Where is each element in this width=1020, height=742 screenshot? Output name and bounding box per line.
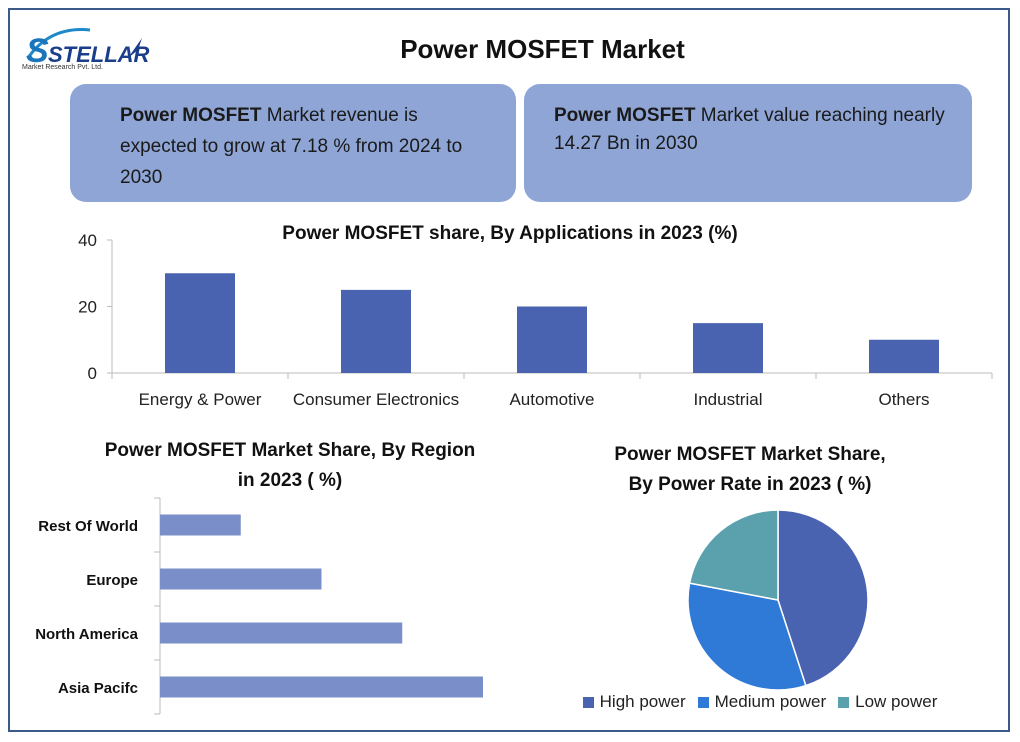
- bar: [160, 676, 483, 698]
- y-tick-label: 0: [88, 364, 97, 383]
- power-rate-pie-chart: [687, 509, 869, 691]
- bar: [517, 306, 587, 373]
- box-bold-text: Power MOSFET: [554, 105, 696, 126]
- bar: [341, 289, 411, 373]
- legend-item: Medium power: [697, 692, 827, 712]
- box-text: Market revenue is expected to grow at 7.…: [120, 105, 463, 188]
- bar: [165, 273, 235, 373]
- infographic-frame: [8, 8, 1010, 732]
- y-tick-label: 20: [78, 298, 97, 317]
- category-label: North America: [35, 626, 138, 643]
- category-label: Rest Of World: [38, 518, 138, 535]
- power-rate-chart-title: Power MOSFET Market Share, By Power Rate…: [560, 440, 940, 500]
- bar: [160, 568, 322, 590]
- pie-slice: [687, 582, 807, 691]
- bar: [160, 622, 403, 644]
- revenue-growth-box: Power MOSFET Market revenue is expected …: [70, 84, 516, 202]
- bar: [160, 514, 241, 536]
- legend-label: High power: [599, 692, 686, 711]
- category-label: Others: [878, 390, 929, 409]
- page-title: Power MOSFET Market: [400, 34, 685, 64]
- legend-item: Low power: [838, 692, 937, 712]
- svg-text:S: S: [26, 32, 49, 70]
- applications-chart-title: Power MOSFET share, By Applications in 2…: [282, 223, 738, 244]
- category-label: Consumer Electronics: [293, 390, 459, 409]
- legend-label: Medium power: [714, 692, 827, 711]
- region-chart-title: Power MOSFET Market Share, By Region in …: [70, 436, 510, 496]
- bar: [693, 323, 763, 373]
- legend-swatch: [697, 696, 709, 708]
- box-text: Market value reaching nearly 14.27 Bn in…: [554, 105, 945, 154]
- legend-swatch: [838, 696, 850, 708]
- category-label: Automotive: [509, 390, 594, 409]
- market-value-box: Power MOSFET Market value reaching nearl…: [524, 84, 972, 202]
- logo-subtitle: Market Research Pvt. Ltd.: [22, 64, 103, 71]
- pie-legend: High power Medium power Low power: [560, 692, 960, 712]
- stellar-logo: S STELLAR: [26, 28, 150, 70]
- y-tick-label: 40: [78, 231, 97, 250]
- category-label: Industrial: [694, 390, 763, 409]
- category-label: Asia Pacifc: [58, 680, 138, 697]
- pie-slice: [688, 509, 779, 601]
- applications-bar-chart: 0 20 40 Energy & Power Consumer Electronics A…: [78, 231, 993, 409]
- pie-slice: [777, 509, 869, 687]
- box-bold-text: Power MOSFET: [120, 105, 262, 126]
- legend-item: High power: [582, 692, 686, 712]
- legend-label: Low power: [855, 692, 938, 711]
- legend-swatch: [582, 696, 594, 708]
- category-label: Europe: [86, 572, 138, 589]
- category-label: Energy & Power: [139, 390, 262, 409]
- power-title-line-2: By Power Rate in 2023 ( %): [628, 474, 872, 495]
- power-title-line-1: Power MOSFET Market Share,: [614, 444, 886, 465]
- region-title-line-1: Power MOSFET Market Share, By Region: [104, 440, 476, 461]
- logo-text: STELLAR: [48, 42, 150, 67]
- bar: [869, 339, 939, 373]
- region-title-line-2: in 2023 ( %): [237, 470, 343, 491]
- region-bar-chart: Rest Of World Europe North America Asia Pac…: [35, 497, 483, 715]
